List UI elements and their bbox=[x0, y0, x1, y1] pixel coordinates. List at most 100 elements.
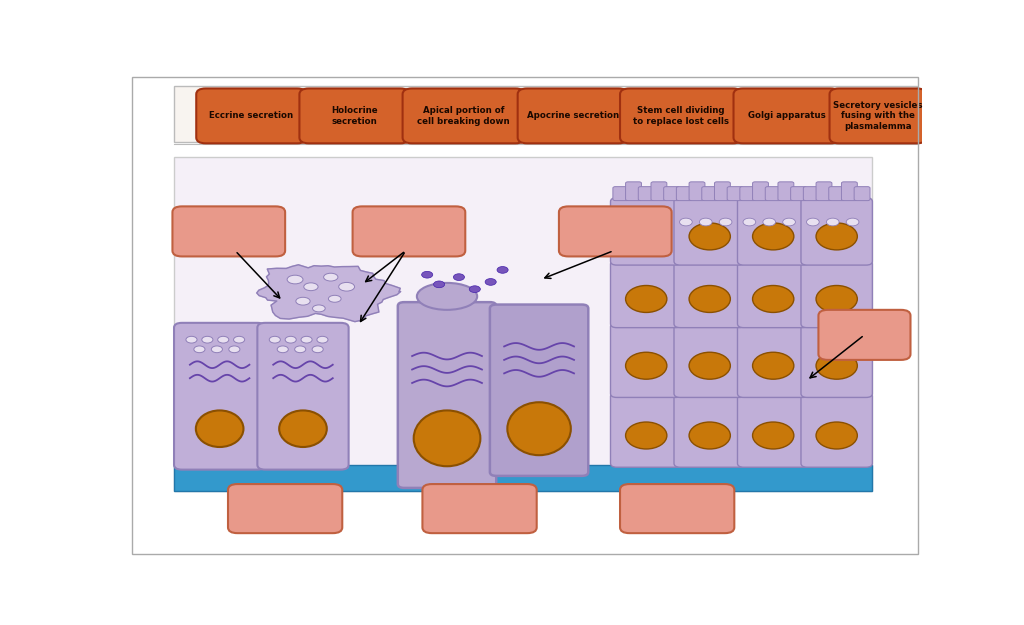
Ellipse shape bbox=[636, 218, 648, 226]
FancyBboxPatch shape bbox=[518, 89, 628, 143]
FancyBboxPatch shape bbox=[778, 182, 794, 201]
Ellipse shape bbox=[497, 266, 508, 273]
FancyBboxPatch shape bbox=[701, 187, 718, 201]
FancyBboxPatch shape bbox=[801, 260, 872, 328]
Ellipse shape bbox=[269, 336, 281, 343]
Ellipse shape bbox=[301, 336, 312, 343]
Ellipse shape bbox=[454, 274, 465, 281]
Ellipse shape bbox=[414, 411, 480, 466]
FancyBboxPatch shape bbox=[402, 89, 524, 143]
Ellipse shape bbox=[324, 273, 338, 281]
FancyBboxPatch shape bbox=[842, 182, 857, 201]
FancyBboxPatch shape bbox=[740, 187, 756, 201]
FancyBboxPatch shape bbox=[174, 323, 265, 469]
Ellipse shape bbox=[826, 218, 839, 226]
Ellipse shape bbox=[211, 346, 222, 352]
Ellipse shape bbox=[316, 336, 328, 343]
Text: Stem cell dividing
to replace lost cells: Stem cell dividing to replace lost cells bbox=[633, 106, 729, 126]
Ellipse shape bbox=[469, 286, 480, 292]
Ellipse shape bbox=[816, 352, 857, 379]
FancyBboxPatch shape bbox=[638, 187, 654, 201]
Ellipse shape bbox=[417, 283, 477, 310]
FancyBboxPatch shape bbox=[737, 260, 809, 328]
Ellipse shape bbox=[753, 352, 794, 379]
Ellipse shape bbox=[196, 411, 244, 447]
FancyBboxPatch shape bbox=[715, 182, 730, 201]
Ellipse shape bbox=[422, 271, 433, 278]
Ellipse shape bbox=[753, 422, 794, 449]
Ellipse shape bbox=[816, 223, 857, 250]
FancyBboxPatch shape bbox=[610, 323, 682, 398]
Bar bbox=[174, 157, 872, 491]
FancyBboxPatch shape bbox=[172, 206, 285, 256]
Ellipse shape bbox=[295, 346, 306, 352]
Text: Golgi apparatus: Golgi apparatus bbox=[748, 111, 825, 121]
FancyBboxPatch shape bbox=[791, 187, 807, 201]
FancyBboxPatch shape bbox=[765, 187, 781, 201]
FancyBboxPatch shape bbox=[801, 323, 872, 398]
FancyBboxPatch shape bbox=[737, 323, 809, 398]
FancyBboxPatch shape bbox=[854, 187, 870, 201]
Ellipse shape bbox=[312, 346, 324, 352]
Text: Apical portion of
cell breaking down: Apical portion of cell breaking down bbox=[418, 106, 510, 126]
Ellipse shape bbox=[689, 422, 730, 449]
Ellipse shape bbox=[616, 218, 629, 226]
Ellipse shape bbox=[680, 218, 692, 226]
FancyBboxPatch shape bbox=[677, 187, 692, 201]
FancyBboxPatch shape bbox=[423, 484, 537, 533]
Ellipse shape bbox=[689, 286, 730, 312]
Ellipse shape bbox=[433, 281, 444, 288]
FancyBboxPatch shape bbox=[626, 182, 641, 201]
FancyBboxPatch shape bbox=[753, 182, 768, 201]
Ellipse shape bbox=[699, 218, 712, 226]
FancyBboxPatch shape bbox=[559, 206, 672, 256]
Ellipse shape bbox=[233, 336, 245, 343]
FancyBboxPatch shape bbox=[801, 198, 872, 265]
Ellipse shape bbox=[782, 218, 796, 226]
FancyBboxPatch shape bbox=[816, 182, 831, 201]
Ellipse shape bbox=[655, 218, 669, 226]
FancyBboxPatch shape bbox=[397, 302, 497, 488]
Ellipse shape bbox=[626, 422, 667, 449]
Ellipse shape bbox=[753, 286, 794, 312]
Ellipse shape bbox=[287, 275, 303, 284]
FancyBboxPatch shape bbox=[674, 392, 745, 468]
Ellipse shape bbox=[807, 218, 819, 226]
Ellipse shape bbox=[194, 346, 205, 352]
Text: Apocrine secretion: Apocrine secretion bbox=[526, 111, 618, 121]
Ellipse shape bbox=[719, 218, 732, 226]
Ellipse shape bbox=[743, 218, 756, 226]
FancyBboxPatch shape bbox=[489, 304, 588, 476]
Ellipse shape bbox=[186, 336, 197, 343]
Ellipse shape bbox=[339, 282, 354, 291]
Ellipse shape bbox=[202, 336, 213, 343]
FancyBboxPatch shape bbox=[651, 182, 667, 201]
Ellipse shape bbox=[278, 346, 289, 352]
Ellipse shape bbox=[689, 223, 730, 250]
Ellipse shape bbox=[228, 346, 240, 352]
Bar bbox=[174, 465, 872, 491]
FancyBboxPatch shape bbox=[610, 392, 682, 468]
FancyBboxPatch shape bbox=[737, 198, 809, 265]
Ellipse shape bbox=[285, 336, 296, 343]
FancyBboxPatch shape bbox=[674, 260, 745, 328]
FancyBboxPatch shape bbox=[818, 310, 910, 360]
FancyBboxPatch shape bbox=[620, 89, 742, 143]
Ellipse shape bbox=[763, 218, 775, 226]
FancyBboxPatch shape bbox=[257, 323, 348, 469]
FancyBboxPatch shape bbox=[664, 187, 680, 201]
Ellipse shape bbox=[507, 402, 570, 455]
FancyBboxPatch shape bbox=[727, 187, 743, 201]
Ellipse shape bbox=[816, 422, 857, 449]
Ellipse shape bbox=[312, 305, 326, 312]
Text: Holocrine
secretion: Holocrine secretion bbox=[331, 106, 378, 126]
Ellipse shape bbox=[304, 283, 318, 291]
FancyBboxPatch shape bbox=[352, 206, 465, 256]
Bar bbox=[174, 86, 916, 142]
Polygon shape bbox=[257, 265, 400, 322]
FancyBboxPatch shape bbox=[610, 260, 682, 328]
FancyBboxPatch shape bbox=[804, 187, 819, 201]
FancyBboxPatch shape bbox=[620, 484, 734, 533]
Ellipse shape bbox=[846, 218, 859, 226]
FancyBboxPatch shape bbox=[610, 198, 682, 265]
